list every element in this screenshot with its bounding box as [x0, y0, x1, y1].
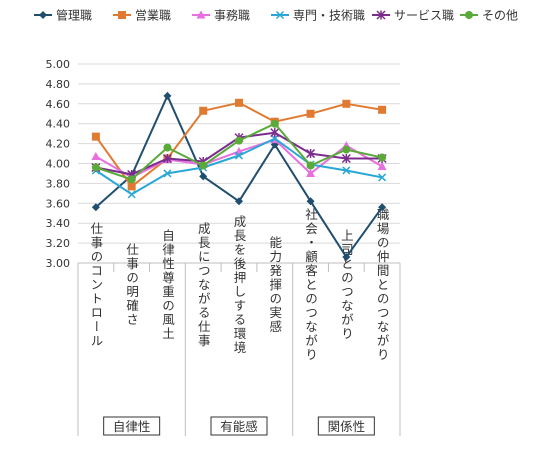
data-point: [341, 153, 351, 164]
data-point: [342, 99, 351, 108]
category-label: 職場の仲間とのつながり: [375, 208, 390, 362]
data-point: [342, 145, 351, 154]
data-point: [91, 152, 101, 161]
y-tick-label: 3.40: [46, 217, 71, 230]
y-tick-label: 4.20: [46, 138, 71, 151]
legend-label: 事務職: [214, 9, 250, 23]
group-label: 自律性: [113, 419, 151, 434]
category-label: 自律性尊重の風土: [160, 229, 175, 341]
data-point: [235, 197, 243, 206]
group-label-box: [103, 416, 161, 436]
y-tick-label: 3.60: [46, 197, 71, 210]
category-label: 上司とのつながり: [339, 229, 354, 341]
y-tick-label: 4.00: [46, 158, 71, 171]
legend-label: その他: [482, 9, 518, 23]
data-point: [163, 143, 172, 152]
category-label: 仕事のコントロール: [88, 222, 103, 348]
data-point: [127, 182, 136, 191]
data-point: [91, 203, 100, 212]
data-point: [378, 105, 387, 114]
legend-marker: [376, 10, 386, 20]
data-point: [91, 132, 100, 141]
legend-marker: [465, 11, 473, 19]
group-label-box: [210, 416, 268, 436]
data-point: [127, 190, 136, 199]
data-point: [306, 109, 315, 118]
legend-label: 営業職: [135, 9, 171, 23]
data-point: [377, 161, 387, 170]
data-point: [163, 169, 172, 178]
data-point: [199, 172, 208, 181]
group-label: 関係性: [328, 419, 366, 434]
data-point: [378, 153, 387, 162]
legend-marker: [275, 10, 285, 20]
data-point: [234, 151, 244, 160]
data-point: [378, 173, 387, 182]
legend-marker: [196, 10, 206, 19]
data-point: [163, 91, 172, 100]
data-point: [235, 136, 243, 145]
group-label-box: [317, 416, 375, 436]
data-point: [127, 175, 136, 184]
category-label: 能力発揮の実感: [267, 236, 282, 334]
y-tick-label: 4.80: [46, 78, 71, 91]
data-point: [235, 98, 243, 107]
data-point: [306, 149, 316, 159]
y-tick-label: 3.80: [46, 177, 71, 190]
legend-label: 専門・技術職: [293, 9, 365, 23]
data-point: [306, 168, 316, 177]
legend-marker: [118, 11, 126, 19]
data-point: [91, 163, 100, 172]
group-label: 有能感: [220, 419, 258, 434]
data-point: [270, 119, 279, 128]
data-point: [342, 166, 351, 175]
data-point: [162, 153, 172, 164]
category-label: 成長を後押しする環境: [232, 215, 247, 355]
data-point: [199, 161, 208, 170]
legend-label: サービス職: [394, 9, 454, 23]
y-tick-label: 3.20: [46, 237, 71, 250]
legend-marker: [39, 11, 47, 19]
data-point: [306, 197, 315, 206]
y-tick-label: 5.00: [46, 58, 71, 71]
category-label: 成長につながる仕事: [196, 222, 211, 348]
data-point: [270, 128, 280, 138]
category-label: 社会・顧客とのつながり: [303, 207, 318, 362]
y-tick-label: 3.00: [46, 257, 71, 270]
data-point: [342, 253, 351, 262]
data-point: [306, 161, 315, 170]
series-line: [95, 137, 383, 196]
data-point: [199, 106, 208, 115]
y-tick-label: 4.60: [46, 98, 71, 111]
data-point: [378, 203, 387, 212]
data-point: [270, 134, 279, 143]
y-tick-label: 4.40: [46, 118, 71, 131]
legend-label: 管理職: [56, 8, 92, 23]
category-label: 仕事の明確さ: [124, 243, 139, 327]
